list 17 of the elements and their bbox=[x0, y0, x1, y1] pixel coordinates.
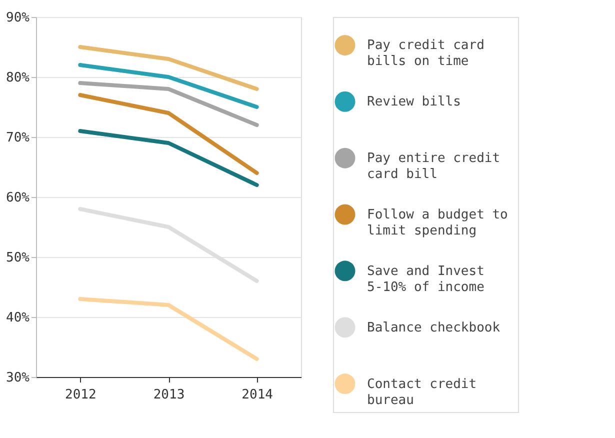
legend-label: Pay credit card bills on time bbox=[367, 38, 484, 70]
x-tick-label: 2013 bbox=[153, 388, 185, 402]
y-tick-label: 90% bbox=[6, 10, 30, 26]
y-tick-label: 30% bbox=[6, 370, 30, 386]
x-tick-label: 2012 bbox=[65, 388, 96, 402]
legend-label: Pay entire credit card bill bbox=[367, 151, 500, 182]
x-tick-label: 2014 bbox=[242, 388, 274, 402]
y-tick-label: 80% bbox=[6, 70, 30, 86]
y-tick-label: 60% bbox=[6, 190, 30, 206]
legend-label: Review bills bbox=[367, 94, 461, 110]
y-tick-label: 40% bbox=[6, 310, 30, 326]
legend-label: Follow a budget to limit spending bbox=[367, 208, 508, 238]
y-tick-label: 70% bbox=[6, 130, 30, 146]
legend-label: Balance checkbook bbox=[367, 320, 500, 336]
y-tick-label: 50% bbox=[6, 250, 30, 266]
legend-label: Contact credit bureau bbox=[367, 376, 477, 408]
legend-label: Save and Invest 5-10% of income bbox=[367, 264, 485, 295]
